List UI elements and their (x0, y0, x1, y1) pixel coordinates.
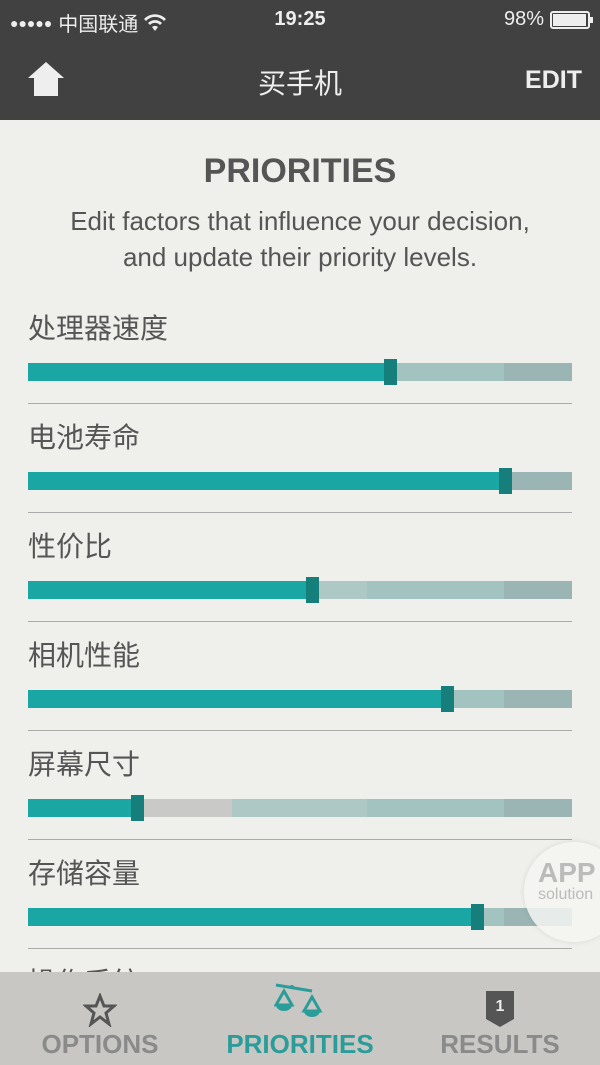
slider-fill (28, 799, 137, 817)
priority-slider[interactable] (28, 577, 572, 603)
factor-label: 处理器速度 (28, 313, 169, 344)
factor-row: 电池寿命 (28, 404, 572, 513)
tab-results[interactable]: 1 RESULTS (400, 972, 600, 1065)
tab-label: PRIORITIES (226, 1029, 374, 1059)
description-line: and update their priority levels. (122, 242, 478, 272)
slider-fill (28, 472, 506, 490)
results-count: 1 (496, 998, 505, 1015)
battery-percent: 98% (503, 8, 544, 30)
priority-slider[interactable] (28, 359, 572, 385)
slider-fill (28, 690, 447, 708)
factor-label: 性价比 (28, 531, 113, 562)
tab-bar: OPTIONS PRIORITIES 1 RESULTS (0, 972, 600, 1065)
priority-slider[interactable] (28, 468, 572, 494)
tab-options[interactable]: OPTIONS (0, 972, 200, 1065)
factor-label: 操作系统 (28, 961, 140, 972)
description-line: Edit factors that influence your decisio… (70, 206, 530, 236)
priority-slider[interactable] (28, 795, 572, 821)
factor-row: 存储容量 (28, 840, 572, 949)
star-icon (83, 993, 117, 1027)
battery-icon (550, 10, 593, 29)
watermark-logo: APP solution (524, 842, 600, 942)
page-title: 买手机 (257, 68, 342, 99)
slider-thumb[interactable] (383, 359, 397, 385)
priority-slider[interactable] (28, 686, 572, 712)
factor-row: 性价比 (28, 513, 572, 622)
slider-thumb[interactable] (499, 468, 513, 494)
factor-row: 处理器速度 (28, 295, 572, 404)
nav-bar: 买手机 EDIT (0, 40, 600, 120)
slider-fill (28, 908, 477, 926)
carrier: 中国联通 (58, 14, 139, 36)
section-heading: PRIORITIES (203, 152, 397, 190)
slider-thumb[interactable] (130, 795, 144, 821)
slider-thumb[interactable] (305, 577, 319, 603)
status-bar: ●●●●● 中国联通 19:25 98% (0, 0, 600, 40)
slider-thumb[interactable] (440, 686, 454, 712)
tab-label: RESULTS (440, 1029, 560, 1059)
slider-thumb[interactable] (470, 904, 484, 930)
signal-icon: ●●●●● (10, 14, 53, 31)
priority-slider[interactable] (28, 904, 572, 930)
home-icon[interactable] (28, 62, 64, 96)
tab-priorities[interactable]: PRIORITIES (200, 972, 400, 1065)
clock: 19:25 (274, 8, 326, 30)
edit-button[interactable]: EDIT (525, 66, 582, 94)
factor-label: 电池寿命 (28, 422, 141, 453)
factor-label: 相机性能 (28, 640, 141, 671)
factor-row: 相机性能 (28, 622, 572, 731)
scale-icon (274, 983, 323, 1017)
factor-row: 屏幕尺寸 (28, 731, 572, 840)
factor-label: 存储容量 (28, 858, 141, 889)
wifi-icon (144, 13, 167, 31)
badge-icon: 1 (486, 991, 514, 1027)
priorities-content[interactable]: PRIORITIES Edit factors that influence y… (0, 120, 600, 972)
tab-label: OPTIONS (41, 1029, 159, 1059)
slider-fill (28, 363, 390, 381)
description: Edit factors that influence your decisio… (0, 203, 600, 275)
slider-fill (28, 581, 312, 599)
factor-label: 屏幕尺寸 (28, 749, 141, 780)
factor-row: 操作系统 (28, 949, 572, 972)
